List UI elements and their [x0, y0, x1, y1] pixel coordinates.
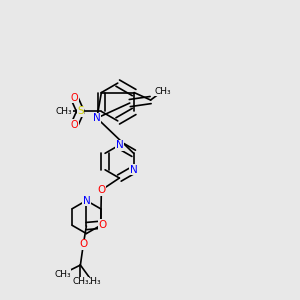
Text: CH₃: CH₃: [54, 270, 71, 279]
Text: N: N: [116, 140, 123, 150]
Text: S: S: [77, 106, 84, 116]
Text: O: O: [79, 239, 88, 249]
Text: N: N: [82, 196, 90, 206]
Text: CH₃: CH₃: [154, 87, 171, 96]
Text: CH₃: CH₃: [84, 277, 101, 286]
Text: O: O: [97, 185, 106, 195]
Text: O: O: [70, 93, 78, 103]
Text: O: O: [70, 120, 78, 130]
Text: N: N: [130, 165, 137, 175]
Text: O: O: [99, 220, 107, 230]
Text: CH₃: CH₃: [56, 107, 72, 116]
Text: N: N: [93, 113, 101, 123]
Text: CH₃: CH₃: [72, 277, 89, 286]
